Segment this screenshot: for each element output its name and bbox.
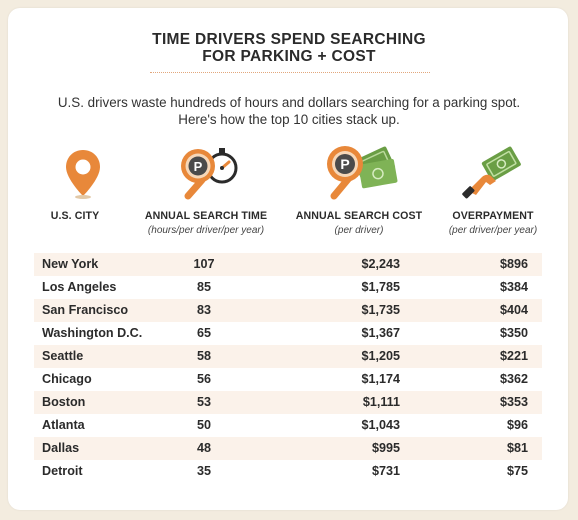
cell-overpayment: $896: [499, 257, 528, 271]
col-subheader-time: (hours/per driver/per year): [147, 225, 265, 236]
table-row: Atlanta 50 $1,043 $96: [34, 414, 542, 437]
col-header-cost: ANNUAL SEARCH COST: [295, 210, 423, 222]
cell-search-time: 48: [196, 441, 211, 455]
cell-search-cost: $731: [371, 464, 400, 478]
title-divider: [150, 72, 430, 73]
col-header-city: U.S. CITY: [50, 210, 100, 222]
cell-search-time: 85: [196, 280, 211, 294]
table-row: Detroit 35 $731 $75: [34, 460, 542, 483]
cell-search-cost: $2,243: [361, 257, 400, 271]
table-row: Seattle 58 $1,205 $221: [34, 345, 542, 368]
cell-city: Chicago: [42, 372, 92, 386]
cell-city: Washington D.C.: [42, 326, 143, 340]
title-line-1: TIME DRIVERS SPEND SEARCHING: [152, 31, 426, 48]
cell-search-cost: $1,367: [361, 326, 400, 340]
cell-search-time: 56: [196, 372, 211, 386]
cell-search-time: 58: [196, 349, 211, 363]
table-row: Chicago 56 $1,174 $362: [34, 368, 542, 391]
col-subheader-overpayment: (per driver/per year): [448, 225, 538, 236]
svg-text:P: P: [194, 159, 203, 174]
cell-search-cost: $1,174: [361, 372, 400, 386]
table-row: Dallas 48 $995 $81: [34, 437, 542, 460]
cell-overpayment: $350: [499, 326, 528, 340]
col-header-time: ANNUAL SEARCH TIME: [144, 210, 268, 222]
col-subheader-cost: (per driver): [334, 225, 384, 236]
subtitle-line-1: U.S. drivers waste hundreds of hours and…: [57, 95, 521, 110]
cell-city: Detroit: [42, 464, 83, 478]
cell-overpayment: $353: [499, 395, 528, 409]
cell-search-cost: $1,735: [361, 303, 400, 317]
cell-search-time: 53: [196, 395, 211, 409]
cell-search-time: 50: [196, 418, 211, 432]
table-row: Washington D.C. 65 $1,367 $350: [34, 322, 542, 345]
table-row: Boston 53 $1,111 $353: [34, 391, 542, 414]
subtitle-line-2: Here's how the top 10 cities stack up.: [178, 112, 400, 127]
cell-city: Dallas: [42, 441, 80, 455]
hand-money-icon: [462, 146, 521, 199]
cell-search-time: 107: [193, 257, 215, 271]
cell-city: Atlanta: [42, 418, 85, 432]
cell-city: Boston: [42, 395, 86, 409]
cell-search-cost: $1,043: [361, 418, 400, 432]
svg-text:P: P: [340, 156, 349, 172]
cell-city: San Francisco: [42, 303, 129, 317]
title-line-2: FOR PARKING + COST: [202, 48, 376, 65]
cell-overpayment: $81: [506, 441, 528, 455]
table-row: New York 107 $2,243 $896: [34, 253, 542, 276]
cell-search-time: 65: [196, 326, 211, 340]
cell-overpayment: $384: [499, 280, 528, 294]
cell-search-cost: $1,785: [361, 280, 400, 294]
col-header-overpayment: OVERPAYMENT: [452, 210, 534, 222]
cell-search-time: 35: [196, 464, 211, 478]
cell-overpayment: $404: [499, 303, 528, 317]
cell-search-time: 83: [196, 303, 211, 317]
cell-search-cost: $1,111: [362, 395, 400, 409]
cell-overpayment: $362: [499, 372, 528, 386]
cell-city: Seattle: [42, 349, 84, 363]
cell-overpayment: $75: [506, 464, 528, 478]
cell-city: New York: [42, 257, 99, 271]
map-pin-icon: [66, 150, 100, 199]
table-row: Los Angeles 85 $1,785 $384: [34, 276, 542, 299]
table-row: San Francisco 83 $1,735 $404: [34, 299, 542, 322]
parking-magnifier-stopwatch-icon: P: [181, 148, 238, 200]
cell-search-cost: $1,205: [361, 349, 400, 363]
cell-overpayment: $96: [506, 418, 528, 432]
cell-city: Los Angeles: [42, 280, 117, 294]
cell-overpayment: $221: [499, 349, 528, 363]
parking-magnifier-money-icon: P: [327, 146, 398, 200]
cell-search-cost: $995: [371, 441, 400, 455]
